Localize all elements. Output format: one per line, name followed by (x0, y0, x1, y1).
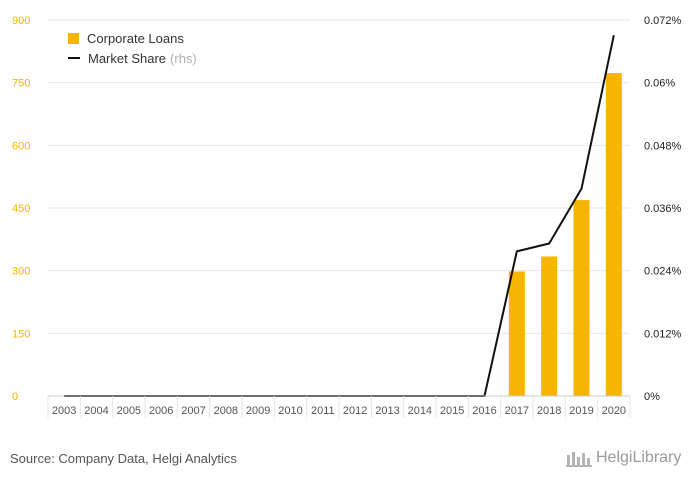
legend: Corporate Loans Market Share (rhs) (68, 28, 197, 68)
x-tick-label: 2014 (408, 405, 432, 417)
right-tick-label: 0.072% (644, 15, 682, 27)
brand-name: HelgiLibrary (596, 449, 682, 466)
right-tick-label: 0.024% (644, 266, 682, 278)
x-tick-label: 2008 (214, 405, 238, 417)
x-tick-label: 2016 (472, 405, 496, 417)
legend-swatch-bar (68, 32, 79, 44)
x-tick-label: 2012 (343, 405, 367, 417)
right-tick-label: 0.048% (644, 140, 682, 152)
left-tick-label: 750 (12, 78, 30, 90)
right-tick-label: 0.036% (644, 203, 682, 215)
bar-2019 (573, 200, 590, 396)
legend-swatch-line (68, 57, 80, 59)
x-tick-label: 2003 (52, 405, 76, 417)
legend-label: Market Share (88, 50, 167, 66)
right-tick-label: 0.012% (644, 328, 682, 340)
left-tick-label: 300 (12, 266, 30, 278)
right-axis: 0% 0.012% 0.024% 0.036% 0.048% 0.06% 0.072% (644, 15, 682, 403)
gridlines (48, 19, 630, 397)
left-tick-label: 150 (12, 328, 30, 340)
legend-item-market-share[interactable]: Market Share (rhs) (68, 48, 197, 68)
right-tick-label: 0% (644, 391, 660, 403)
x-tick-label: 2009 (246, 405, 270, 417)
x-tick-label: 2006 (149, 405, 173, 417)
left-tick-label: 450 (12, 203, 30, 215)
brand-logo[interactable]: HelgiLibrary (566, 449, 681, 467)
x-tick-label: 2005 (117, 405, 141, 417)
market-share-line (64, 34, 615, 397)
x-tick-label: 2013 (375, 405, 399, 417)
left-tick-label: 600 (12, 140, 30, 152)
legend-label: Corporate Loans (87, 30, 184, 46)
source-note: Source: Company Data, Helgi Analytics (10, 451, 237, 466)
x-tick-label: 2011 (311, 405, 335, 417)
bars-corporate-loans (508, 73, 622, 397)
right-tick-label: 0.06% (644, 78, 675, 90)
x-tick-label: 2015 (440, 405, 464, 417)
x-tick-label: 2017 (505, 405, 529, 417)
bar-2020 (605, 73, 622, 397)
x-tick-label: 2004 (84, 405, 108, 417)
legend-item-corporate-loans[interactable]: Corporate Loans (68, 28, 197, 48)
x-tick-label: 2019 (569, 405, 593, 417)
bar-2017 (508, 271, 525, 396)
left-tick-label: 900 (12, 15, 30, 27)
left-axis: 0 150 300 450 600 750 900 (12, 15, 30, 403)
line-market-share (64, 34, 615, 397)
x-tick-label: 2007 (181, 405, 205, 417)
x-tick-label: 2010 (278, 405, 302, 417)
x-tick-label: 2020 (602, 405, 626, 417)
x-tick-label: 2018 (537, 405, 561, 417)
library-icon (566, 452, 592, 467)
bar-2018 (541, 256, 558, 396)
legend-sublabel: (rhs) (170, 50, 197, 66)
x-axis: 2003 2004 2005 2006 2007 2008 2009 2010 2011 2012… (47, 395, 631, 418)
chart-area: 0 150 300 450 600 750 900 0% 0.012% 0.024% 0.036%… (12, 15, 682, 418)
left-tick-label: 0 (12, 391, 18, 403)
